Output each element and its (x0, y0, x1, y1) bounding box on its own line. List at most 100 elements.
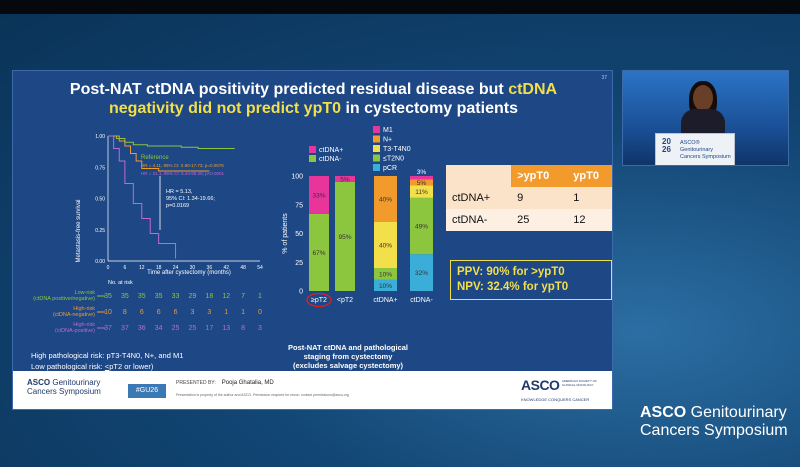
presenter-name: Pooja Ghatalia, MD (221, 380, 274, 386)
km-xtick-label: 54 (257, 265, 263, 271)
title-line2-white: in cystectomy patients (341, 100, 518, 117)
bar2-data-label: 49% (415, 224, 428, 231)
ppv-line: PPV: 90% for >ypT0 (457, 266, 565, 278)
km-ytick-label: 0.00 (95, 259, 105, 265)
bar1-category-label: <pT2 (337, 297, 353, 304)
km-xtick-label: 42 (223, 265, 229, 271)
bar1-segment (335, 176, 355, 182)
at-risk-cell: 6 (157, 309, 161, 316)
km-xtick-label: 6 (123, 265, 126, 271)
brand-gu: Genitourinary (686, 404, 787, 421)
km-hr-box-1: HR = 5.13, (166, 189, 193, 195)
table-cell: ctDNA+ (446, 187, 512, 209)
podium-line2: Cancers Symposium (680, 154, 731, 160)
km-hr-line1: HR = 4.11, 95% CI: 0.90-17.73; p=0.0576 (141, 163, 224, 168)
at-risk-cell: 8 (123, 309, 127, 316)
bar-ytick-label: 100 (291, 174, 303, 181)
brand-asco: ASCO (640, 404, 687, 421)
bar2-legend-label: ≤T2N0 (383, 156, 404, 163)
podium-line1: ASCO® Genitourinary (680, 140, 714, 153)
table-header-cell (446, 165, 512, 187)
ppv-npv-box: PPV: 90% for >ypT0 NPV: 32.4% for ypT0 (450, 260, 612, 300)
km-hr-box-2: 95% CI: 1.34-19.66; (166, 196, 215, 202)
bar1-data-label: 5% (340, 176, 350, 183)
bar2-data-label: 11% (415, 189, 428, 196)
bar2-segment (374, 176, 397, 222)
table-cell: 1 (567, 187, 612, 209)
km-series-line (108, 135, 235, 149)
footer-asco-brand: ASCO Genitourinary Cancers Symposium (27, 378, 101, 396)
bar2-legend-label: T3-T4N0 (383, 146, 411, 153)
title-line1-yellow: ctDNA (508, 81, 558, 98)
at-risk-cell: 25 (189, 325, 197, 332)
at-risk-cell: 37 (121, 325, 129, 332)
podium-year: 20 26 (662, 137, 671, 154)
at-risk-cell: 13 (222, 325, 230, 332)
at-risk-cell: 33 (172, 293, 180, 300)
npv-line: NPV: 32.4% for ypT0 (457, 281, 569, 293)
at-risk-cell: 12 (222, 293, 230, 300)
risk-note-low-suffix: pT2 or lower) (109, 362, 154, 371)
bar2-segment (374, 279, 397, 291)
at-risk-cell: 34 (155, 325, 163, 332)
at-risk-cell: 37 (104, 325, 112, 332)
km-axes: 0.00 0.25 0.50 0.75 1.00 0 6 12 18 24 30 36 42 48 54 (95, 134, 263, 271)
bar-ytick-label: 50 (295, 231, 303, 238)
bar2-legend-swatch (373, 126, 380, 133)
table-cell: 9 (511, 187, 568, 209)
risk-note-low: Low pathological risk: <pT2 or lower) (31, 361, 183, 372)
title-line2-yellow: negativity did not predict ypT0 (109, 100, 342, 117)
table-cell: 25 (511, 209, 568, 231)
km-series-line (108, 135, 210, 172)
conference-brand: ASCO Genitourinary Cancers Symposium (640, 404, 788, 440)
bar1-legend-label: ctDNA- (319, 156, 342, 163)
at-risk-cell: 1 (241, 309, 245, 316)
podium-text: ASCO® Genitourinary Cancers Symposium (680, 140, 734, 161)
at-risk-header: No. at risk (108, 280, 133, 286)
at-risk-table: Low-risk(ctDNA positive/negative) 35 35 35 3… (33, 290, 262, 334)
bar1-legend-swatch (309, 155, 316, 162)
bar1-legend-swatch (309, 146, 316, 153)
at-risk-cell: 35 (155, 293, 163, 300)
bar2-legend-label: N+ (383, 137, 392, 144)
at-risk-cell: 0 (258, 309, 262, 316)
km-ytick-label: 0.25 (95, 228, 105, 234)
bar2-category-label: ctDNA+ (373, 297, 397, 304)
table-header-cell: >ypT0 (511, 165, 568, 187)
bar2-legend-label: pCR (383, 165, 397, 172)
km-hr-box-3: p=0.0169 (166, 203, 189, 209)
presentation-slide: 37 Post-NAT ctDNA positivity predicted r… (12, 70, 613, 410)
km-ytick-label: 0.50 (95, 197, 105, 203)
at-risk-cell: 25 (172, 325, 180, 332)
bar2-segment (410, 197, 433, 255)
table-row: ctDNA+ 9 1 (446, 187, 612, 209)
bar2-segment (374, 222, 397, 268)
footer-asco-symposium: Cancers Symposium (27, 387, 101, 396)
asco-logo-word: ASCO (521, 377, 560, 393)
footer-notice: Presentation is property of the author a… (176, 393, 349, 397)
footer-asco-word: ASCO (27, 378, 51, 387)
bar2-data-label: 3% (417, 169, 427, 176)
bar2-legend-swatch (373, 164, 380, 171)
bar-caption: Post-NAT ctDNA and pathological staging … (283, 343, 413, 370)
km-ylabel: Metastasis-free survival (76, 199, 82, 262)
km-hr-line2: HR = 21.1, 95% CI: 5.44-68.29; p<0.0001 (141, 171, 225, 176)
risk-note-low-prefix: Low pathological risk: (31, 362, 105, 371)
at-risk-cell: 17 (205, 325, 213, 332)
bar1-data-label: 33% (312, 192, 325, 199)
bar2-data-label: 40% (379, 243, 392, 250)
bar-charts: % of patients 0 25 50 75 100 ctDNA+ ctDNA- 67% 33… (282, 126, 433, 308)
at-risk-row-sublabel: (ctDNA-positive) (55, 328, 95, 334)
km-ytick-label: 0.75 (95, 165, 105, 171)
bar2-category-label: ctDNA- (410, 297, 433, 304)
bar-ytick-label: 75 (295, 202, 303, 209)
asco-logo: ASCO AMERICAN SOCIETY OF CLINICAL ONCOLO… (521, 377, 597, 402)
table-cell: ctDNA- (446, 209, 512, 231)
bar1-legend-label: ctDNA+ (319, 147, 343, 154)
at-risk-cell: 18 (205, 293, 213, 300)
footer-hashtag: #GU26 (128, 384, 166, 398)
bar1-segment (335, 181, 355, 291)
at-risk-cell: 3 (190, 309, 194, 316)
risk-note-high: High pathological risk: pT3-T4N0, N+, an… (31, 351, 184, 360)
bar-ytick-label: 0 (299, 289, 303, 296)
